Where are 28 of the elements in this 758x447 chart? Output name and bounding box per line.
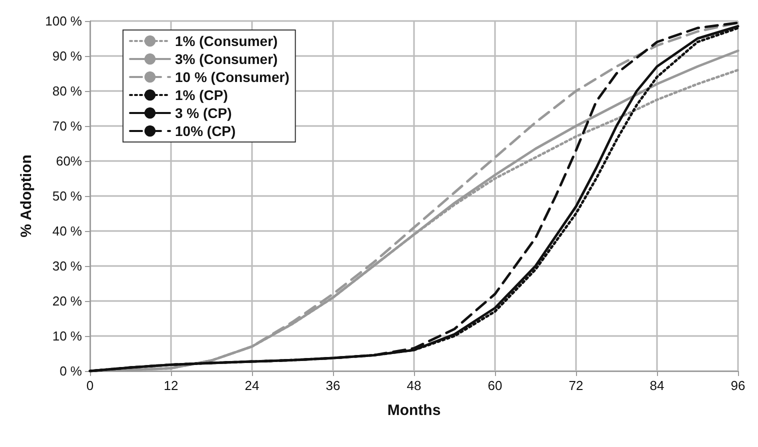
y-tick-label: 10 % [52, 328, 82, 344]
legend-label: 10% (CP) [175, 123, 236, 139]
legend-label: 1% (CP) [175, 87, 228, 103]
y-tick-label: 70 % [52, 118, 82, 134]
x-tick-label: 48 [406, 378, 422, 393]
legend-label: 1% (Consumer) [175, 33, 278, 49]
legend-label: 3% (Consumer) [175, 51, 278, 67]
y-tick-label: 20 % [52, 294, 82, 308]
y-axis-title: % Adoption [18, 154, 35, 238]
legend-label: 10 % (Consumer) [175, 69, 290, 85]
y-tick-label: 50 % [52, 188, 82, 204]
x-axis-title: Months [387, 402, 441, 419]
x-tick-label: 60 [488, 378, 502, 393]
y-tick-label: 60% [56, 154, 82, 168]
x-tick-label: 36 [326, 378, 340, 393]
legend-label: 3 % (CP) [175, 105, 232, 121]
y-tick-label: 0 % [60, 364, 82, 378]
y-tick-label: 30 % [52, 258, 82, 274]
y-tick-label: 40 % [52, 224, 82, 238]
x-tick-label: 84 [650, 378, 664, 393]
x-tick-label: 12 [164, 378, 178, 393]
y-tick-label: 100 % [45, 14, 82, 28]
x-tick-label: 72 [568, 378, 584, 393]
y-tick-label: 90 % [52, 48, 82, 64]
x-tick-label: 0 [86, 378, 94, 393]
x-tick-label: 96 [730, 378, 746, 393]
y-tick-label: 80 % [52, 84, 82, 98]
x-tick-label: 24 [244, 378, 260, 393]
